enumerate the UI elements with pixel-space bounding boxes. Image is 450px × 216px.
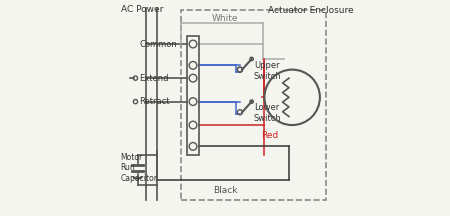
Text: Red: Red [261, 131, 279, 140]
Text: Retract: Retract [139, 97, 169, 106]
Text: Upper: Upper [254, 61, 279, 70]
Text: Switch: Switch [254, 71, 282, 81]
Text: Actuator Enclosure: Actuator Enclosure [268, 6, 353, 16]
Text: Extend: Extend [139, 74, 168, 83]
Text: Lower: Lower [254, 103, 279, 113]
Text: AC Power: AC Power [121, 5, 163, 14]
Text: Switch: Switch [254, 114, 282, 123]
Bar [187, 35, 199, 155]
Text: Motor
Run
Capacitor: Motor Run Capacitor [121, 153, 158, 183]
Text: Common: Common [140, 40, 177, 49]
Text: White: White [212, 14, 238, 23]
Text: Black: Black [213, 186, 237, 195]
